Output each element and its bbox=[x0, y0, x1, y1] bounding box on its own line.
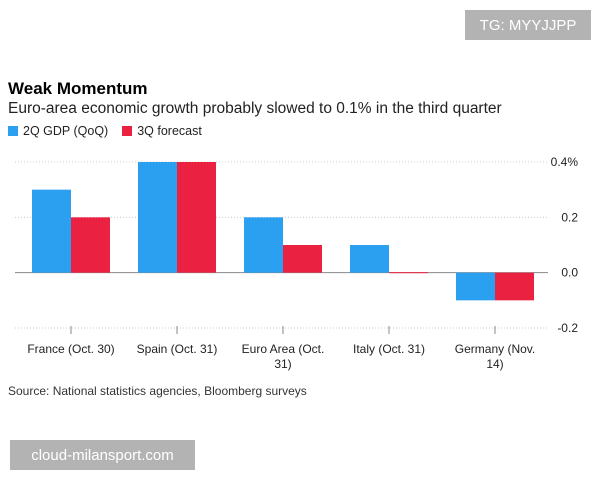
y-tick-label: -0.2 bbox=[557, 321, 578, 335]
bar-2q-gdp bbox=[456, 272, 495, 301]
watermark-bottom: cloud-milansport.com bbox=[10, 440, 195, 470]
bar-3q-forecast bbox=[177, 162, 216, 273]
legend-item-2q-gdp: 2Q GDP (QoQ) bbox=[8, 124, 108, 138]
chart-title: Weak Momentum bbox=[8, 79, 148, 98]
category-label: Germany (Nov. bbox=[455, 342, 535, 356]
category-label: Euro Area (Oct. bbox=[242, 342, 325, 356]
legend-label-2q-gdp: 2Q GDP (QoQ) bbox=[23, 124, 109, 138]
legend-swatch-2q-gdp bbox=[8, 126, 18, 136]
category-label: Italy (Oct. 31) bbox=[353, 342, 425, 356]
legend: 2Q GDP (QoQ) 3Q forecast bbox=[8, 124, 216, 138]
bar-2q-gdp bbox=[138, 162, 177, 273]
bar-2q-gdp bbox=[244, 217, 283, 273]
category-label: 14) bbox=[486, 357, 503, 371]
legend-label-3q-forecast: 3Q forecast bbox=[137, 124, 202, 138]
y-tick-label: 0.2 bbox=[561, 210, 578, 224]
watermark-top: TG: MYYJJPP bbox=[465, 10, 591, 40]
category-label: 31) bbox=[274, 357, 291, 371]
bar-2q-gdp bbox=[350, 245, 389, 273]
bar-3q-forecast bbox=[389, 272, 428, 274]
y-tick-label: 0.0 bbox=[561, 266, 578, 280]
bar-3q-forecast bbox=[71, 217, 110, 273]
category-label: France (Oct. 30) bbox=[27, 342, 114, 356]
legend-item-3q-forecast: 3Q forecast bbox=[122, 124, 202, 138]
chart-subtitle: Euro-area economic growth probably slowe… bbox=[8, 100, 502, 117]
source-note: Source: National statistics agencies, Bl… bbox=[8, 384, 307, 398]
category-label: Spain (Oct. 31) bbox=[137, 342, 218, 356]
bar-3q-forecast bbox=[495, 272, 534, 301]
legend-swatch-3q-forecast bbox=[122, 126, 133, 136]
bar-2q-gdp bbox=[32, 189, 71, 273]
y-tick-label: 0.4% bbox=[551, 155, 579, 169]
bar-3q-forecast bbox=[283, 245, 322, 273]
